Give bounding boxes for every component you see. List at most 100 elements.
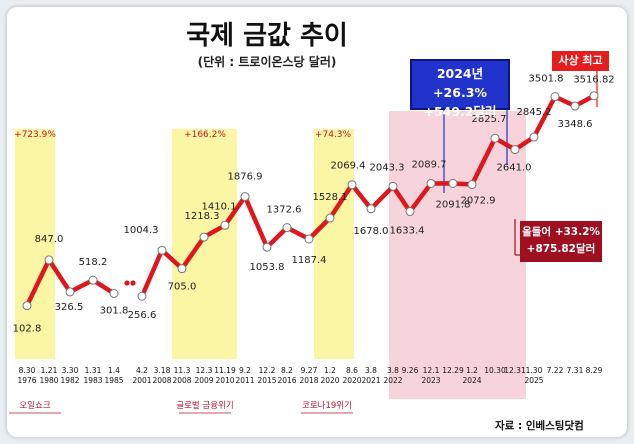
highlight-2023-2025-band (389, 111, 526, 399)
x-tick-label: 2024 (462, 376, 481, 385)
data-label: 518.2 (79, 257, 108, 268)
financial-crisis-band (172, 129, 237, 359)
data-point (304, 234, 314, 244)
data-point (405, 207, 415, 217)
crisis-event-label: 글로벌 금융위기 (176, 400, 233, 411)
data-label: 256.6 (128, 310, 157, 321)
data-point (88, 275, 98, 285)
x-tick-label: 8.6 (346, 366, 358, 375)
x-tick-label: 9.27 (301, 366, 318, 375)
data-point (137, 291, 147, 301)
x-tick-label: 9.26 (402, 366, 419, 375)
data-label: 1633.4 (390, 226, 425, 237)
x-tick-label: 8.2 (281, 366, 293, 375)
data-point (448, 178, 458, 188)
crisis-event-label: 오일쇼크 (19, 401, 50, 411)
data-label: 1218.3 (185, 211, 220, 222)
crisis-event-label: 코로나19위기 (302, 401, 352, 411)
data-point (109, 288, 119, 298)
x-tick-label: 3.8 (365, 366, 377, 375)
data-label: 2825.7 (472, 114, 507, 125)
callout-2024-percent: 2024년 +26.3% (433, 66, 487, 100)
x-tick-label: 12.31 (504, 366, 526, 375)
data-label: 102.8 (13, 324, 42, 335)
data-point (177, 264, 187, 274)
covid-band (314, 129, 354, 359)
page-title: 국제 금값 추이 (186, 21, 348, 51)
x-tick-label: 2001 (132, 376, 151, 385)
data-label: 1410.1 (202, 201, 237, 212)
x-tick-label: 2011 (235, 376, 254, 385)
x-tick-label: 2023 (421, 376, 440, 385)
x-tick-label: 1983 (83, 376, 102, 385)
data-label: 1053.8 (250, 262, 285, 273)
x-tick-label: 2025 (524, 376, 543, 385)
x-tick-label: 12.2 (259, 366, 276, 375)
x-tick-label: 7.22 (547, 366, 564, 375)
x-tick-label: 2016 (277, 376, 296, 385)
data-point (589, 91, 599, 101)
data-point (325, 213, 335, 223)
x-tick-label: 7.31 (567, 366, 584, 375)
data-point (550, 92, 560, 102)
data-point (282, 223, 292, 233)
data-point (490, 133, 500, 143)
data-label: 847.0 (35, 234, 64, 245)
data-label: 1187.4 (292, 255, 327, 266)
x-tick-label: 2018 (299, 376, 318, 385)
x-tick-label: 4.2 (136, 366, 148, 375)
x-tick-label: 3.18 (154, 366, 171, 375)
unit-subtitle: (단위 : 트로이온스당 달러) (197, 55, 337, 69)
data-point (366, 204, 376, 214)
data-point (199, 232, 209, 242)
callout-record-high: 사상 최고 (552, 51, 609, 71)
callout-ytd-percent: 올들어 +33.2% (522, 226, 600, 238)
data-label: 301.8 (100, 305, 129, 316)
data-point (44, 255, 54, 265)
data-label: 2641.0 (497, 163, 532, 174)
data-label: 2043.3 (370, 162, 405, 173)
data-label: 1004.3 (124, 225, 159, 236)
data-label: 1876.9 (228, 172, 263, 183)
data-point (570, 101, 580, 111)
x-tick-label: 3.8 (387, 366, 399, 375)
x-tick-label: 1.4 (108, 366, 120, 375)
chart-frame: +723.9% 오일쇼크 +166.2% 글로벌 금융위기 +74.3% 코로나19위기 1… (7, 7, 627, 437)
x-tick-label: 1.21 (41, 366, 58, 375)
data-point (426, 178, 436, 188)
x-tick-label: 12.1 (423, 366, 440, 375)
x-tick-label: 1.30 (526, 366, 543, 375)
data-label: 3501.8 (529, 74, 564, 85)
x-tick-label: 12.3 (196, 366, 213, 375)
x-tick-label: 1.2 (466, 366, 478, 375)
data-point (467, 180, 477, 190)
data-label: 705.0 (168, 282, 197, 293)
band-change-label: +166.2% (184, 130, 226, 140)
callout-ytd-change: 올들어 +33.2% +875.82달러 (520, 221, 602, 262)
data-label: 2089.7 (412, 159, 447, 170)
data-label: 3348.6 (558, 119, 593, 130)
x-tick-label: 3.30 (62, 366, 79, 375)
data-point (347, 180, 357, 190)
callout-2024-change: 2024년 +26.3% +549.2달러 (410, 59, 510, 119)
x-tick-label: 1.2 (324, 366, 336, 375)
data-point (510, 145, 520, 155)
x-tick-label: 10.30 (484, 366, 506, 375)
x-tick-label: 2020 (342, 376, 361, 385)
data-label: 3516.82 (573, 75, 614, 86)
data-point (388, 181, 398, 191)
x-tick-label: 2022 (383, 376, 402, 385)
x-tick-label: 11.19 (214, 366, 236, 375)
band-change-label: +74.3% (315, 130, 352, 140)
oil-shock-band (15, 129, 55, 359)
data-label: 2072.9 (461, 196, 496, 207)
data-point (22, 301, 32, 311)
data-label: 1678.0 (354, 226, 389, 237)
x-tick-label: 2009 (194, 376, 213, 385)
source-note: 자료 : 인베스팅닷컴 (495, 420, 584, 432)
gap-dot (130, 280, 136, 286)
x-tick-label: 12.29 (442, 366, 464, 375)
data-point (240, 192, 250, 202)
x-tick-label: 9.2 (239, 366, 251, 375)
x-tick-label: 2020 (320, 376, 339, 385)
